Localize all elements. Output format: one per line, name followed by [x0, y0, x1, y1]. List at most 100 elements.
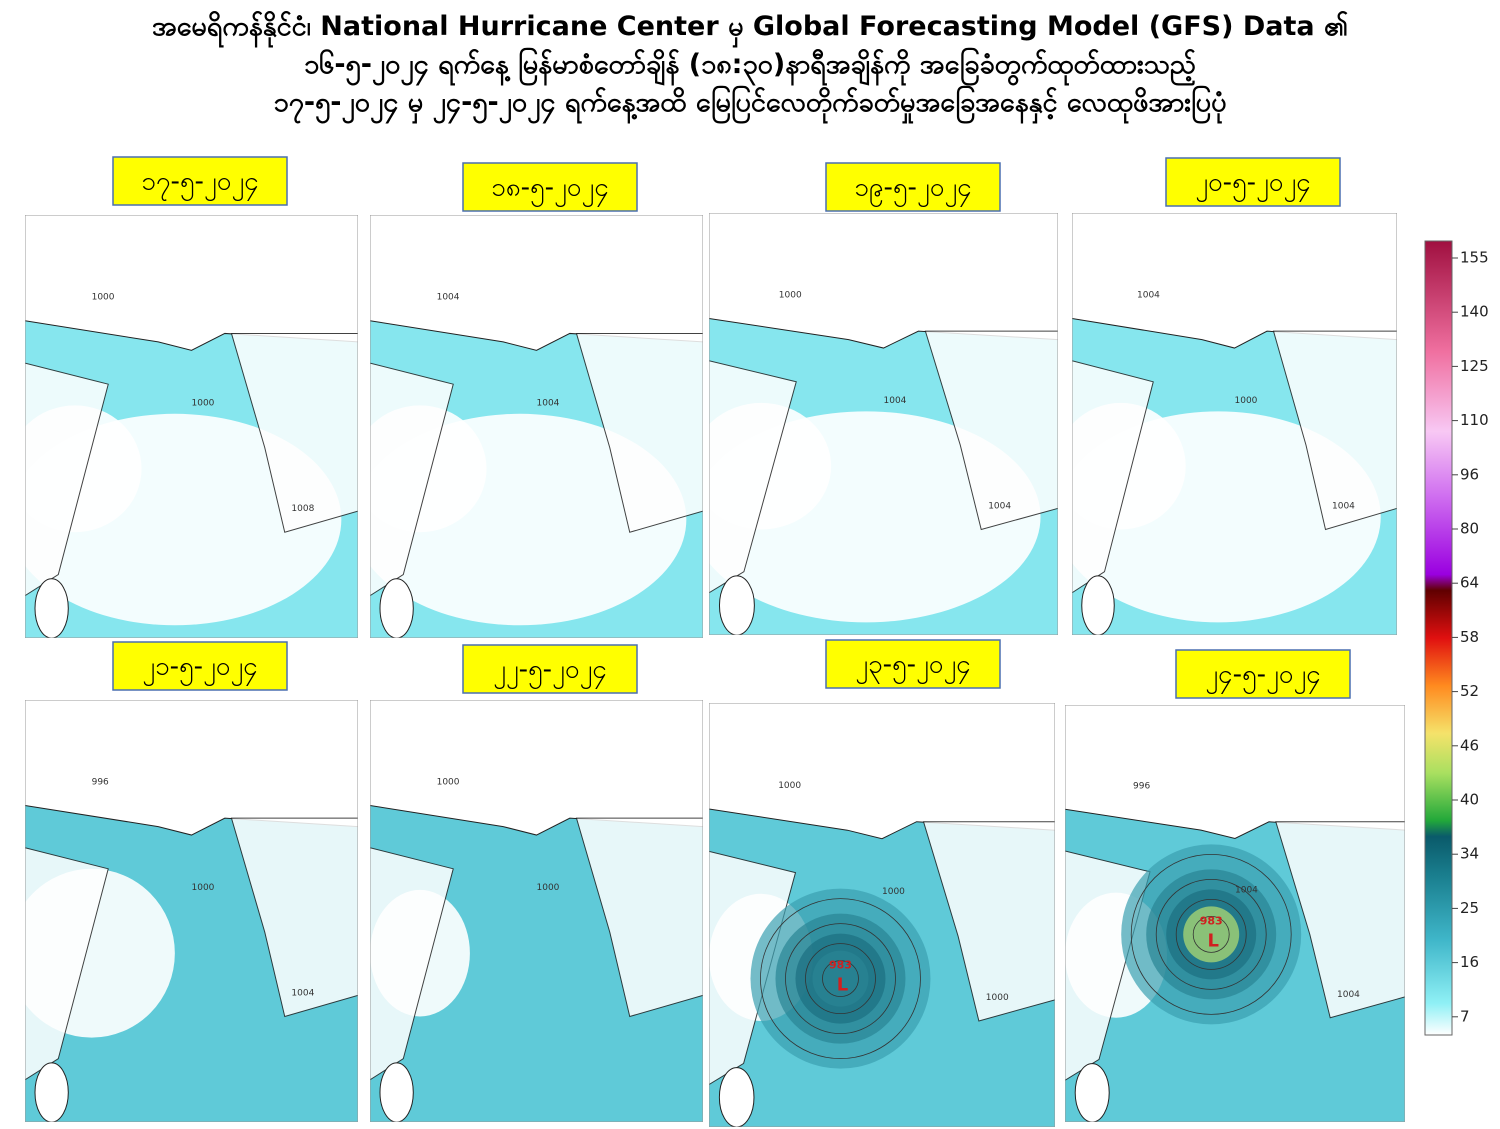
sri-lanka	[1074, 1063, 1110, 1122]
cyclone-ring	[812, 950, 869, 1007]
isobar-label: 1004	[884, 396, 907, 406]
isobar	[822, 960, 859, 997]
isobar-label: 1004	[291, 988, 314, 998]
isobar-label: 1004	[1332, 501, 1355, 511]
low-symbol: L	[1207, 930, 1218, 951]
isobar-label: 1004	[437, 293, 460, 303]
colorbar-label: 96	[1460, 465, 1479, 483]
isobar-label: 1000	[437, 777, 460, 787]
date-label: ၂၀-၅-၂၀၂၄	[1195, 168, 1311, 203]
date-box	[462, 644, 638, 694]
title-line: ၁၇-၅-၂၀၂၄ မှ ၂၄-၅-၂၀၂၄ ရက်နေ့အထိ မြေပြင်…	[274, 85, 1227, 124]
sri-lanka	[34, 1062, 69, 1122]
land	[25, 215, 358, 351]
land	[370, 847, 454, 1081]
low-pressure-value: 983	[829, 959, 852, 972]
low-pressure-value: 983	[1200, 914, 1223, 927]
land	[25, 847, 109, 1081]
isobar-label: 1000	[986, 993, 1009, 1003]
isobar-label: 1004	[988, 501, 1011, 511]
colorbar-label: 34	[1460, 845, 1479, 863]
colorbar-label: 25	[1460, 899, 1479, 917]
sri-lanka	[34, 578, 69, 638]
colorbar-label: 110	[1460, 411, 1489, 429]
sri-lanka	[718, 1067, 755, 1127]
date-label: ၂၂-၅-၂၀၂၄	[493, 655, 607, 690]
isobar	[760, 898, 921, 1059]
sri-lanka	[1081, 575, 1115, 635]
colorbar	[1424, 240, 1453, 1036]
cyclone-ring	[1183, 906, 1240, 963]
land	[1275, 821, 1405, 1019]
land	[25, 700, 358, 836]
isobar-label: 1000	[537, 883, 560, 893]
isobar	[1130, 853, 1292, 1015]
date-box	[1165, 157, 1341, 207]
date-box	[825, 639, 1001, 689]
isobar	[805, 943, 876, 1014]
isobar-label: 1004	[537, 398, 560, 408]
sri-lanka	[718, 575, 755, 635]
isobar-label: 996	[92, 777, 109, 787]
land	[709, 360, 797, 594]
date-box	[825, 162, 1001, 212]
isobar-label: 1008	[291, 504, 314, 514]
date-box	[1175, 649, 1351, 699]
colorbar-label: 40	[1460, 791, 1479, 809]
colorbar-label: 140	[1460, 303, 1489, 321]
colorbar-label: 16	[1460, 953, 1479, 971]
land	[230, 817, 358, 1018]
isobar-label: 1004	[1235, 886, 1258, 896]
land	[1072, 360, 1154, 594]
land	[230, 332, 358, 533]
date-label: ၁၈-၅-၂၀၂၄	[491, 173, 609, 208]
land	[1072, 213, 1397, 349]
isobar-label: 1000	[779, 290, 802, 300]
land	[709, 213, 1058, 349]
land	[575, 332, 703, 533]
land	[575, 817, 703, 1018]
colorbar-label: 80	[1460, 520, 1479, 538]
isobar-label: 1004	[1337, 990, 1360, 1000]
date-label: ၂၁-၅-၂၀၂၄	[142, 652, 258, 687]
land	[370, 362, 454, 597]
isobar-label: 1000	[1235, 396, 1258, 406]
land	[709, 703, 1055, 840]
isobar	[1155, 878, 1267, 990]
colorbar-label: 7	[1460, 1007, 1470, 1025]
isobar	[1175, 898, 1247, 970]
isobar-label: 1000	[882, 887, 905, 897]
land	[370, 215, 703, 351]
land	[924, 330, 1058, 531]
land	[1065, 705, 1405, 839]
low-symbol: L	[837, 975, 848, 996]
map-panel: 1004 1004	[370, 215, 703, 638]
date-box	[462, 162, 638, 212]
map-panel: 1000 1004 1004	[709, 213, 1058, 635]
map-panel: 996 1000 1004	[25, 700, 358, 1122]
sri-lanka	[379, 578, 414, 638]
isobar	[785, 923, 896, 1034]
colorbar-label: 52	[1460, 682, 1479, 700]
date-label: ၁၉-၅-၂၀၂၄	[854, 173, 971, 208]
map-panel: 1000 1000 1008	[25, 215, 358, 638]
date-label: ၂၃-၅-၂၀၂၄	[855, 650, 971, 685]
colorbar-label: 155	[1460, 249, 1489, 267]
date-box	[112, 641, 288, 691]
isobar-label: 1000	[192, 398, 215, 408]
date-label: ၂၄-၅-၂၀၂၄	[1205, 660, 1321, 695]
isobar	[1192, 915, 1230, 953]
date-label: ၁၇-၅-၂၀၂၄	[141, 167, 258, 202]
isobar-label: 1000	[192, 883, 215, 893]
sri-lanka	[379, 1062, 414, 1122]
map-panel: 983 L 996 1004 1004	[1065, 705, 1405, 1122]
land	[370, 700, 703, 836]
isobar-label: 1000	[92, 293, 115, 303]
title-line: ၁၆-၅-၂၀၂၄ ရက်နေ့ မြန်မာစံတော်ချိန် (၁၈:၃…	[304, 47, 1196, 86]
colorbar-label: 64	[1460, 574, 1479, 592]
colorbar-label: 58	[1460, 628, 1479, 646]
map-panel: 983 L 1000 1000 1000	[709, 703, 1055, 1127]
land	[25, 362, 109, 597]
isobar-label: 1000	[778, 781, 801, 791]
